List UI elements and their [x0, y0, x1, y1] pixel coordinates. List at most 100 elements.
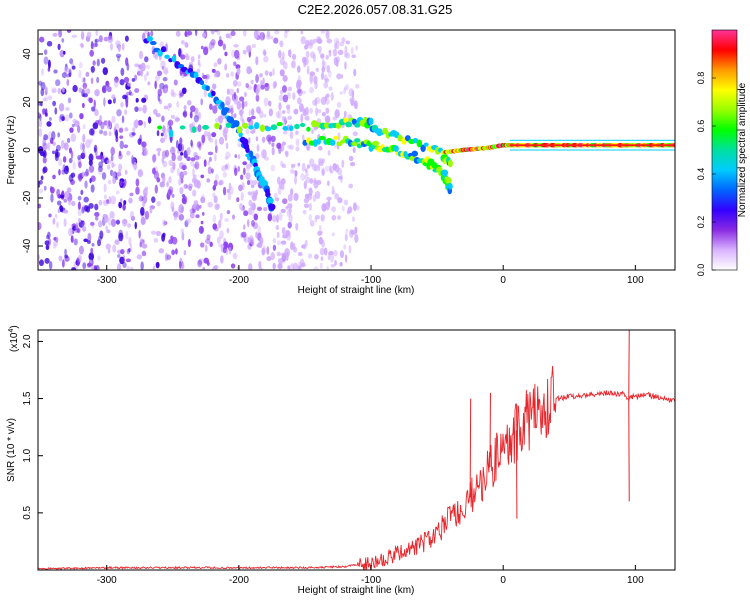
- spectrogram-x-ticks: -300 -200 -100 0 100: [97, 265, 644, 286]
- noise-mark: [107, 248, 111, 254]
- noise-mark: [43, 56, 49, 65]
- noise-mark: [151, 196, 156, 203]
- noise-mark: [68, 157, 73, 164]
- noise-mark: [324, 78, 330, 83]
- noise-mark: [276, 214, 279, 223]
- noise-mark: [264, 82, 270, 92]
- snr-y-label: SNR (10 * v/v): [6, 418, 17, 482]
- track-mark: [199, 80, 205, 86]
- noise-mark: [63, 66, 68, 75]
- noise-mark: [115, 219, 121, 225]
- noise-mark: [144, 30, 149, 35]
- noise-mark: [137, 138, 142, 146]
- noise-mark: [120, 67, 125, 77]
- noise-mark: [125, 91, 131, 96]
- noise-mark: [348, 183, 354, 189]
- noise-mark: [107, 179, 112, 185]
- noise-mark: [282, 130, 288, 135]
- snr-x-tick-label: 100: [627, 575, 644, 586]
- noise-mark: [103, 36, 109, 42]
- noise-mark: [180, 40, 185, 45]
- noise-mark: [80, 31, 85, 40]
- spectrogram-x-tick-label: 100: [627, 275, 644, 286]
- noise-mark: [96, 76, 100, 84]
- noise-mark: [197, 259, 203, 268]
- noise-mark: [210, 30, 215, 35]
- noise-mark: [250, 115, 256, 120]
- snr-marks: [38, 330, 675, 570]
- noise-mark: [76, 258, 80, 267]
- noise-mark: [167, 187, 174, 197]
- noise-mark: [236, 88, 240, 94]
- noise-mark: [48, 261, 53, 270]
- noise-mark: [111, 115, 116, 124]
- snr-multiplier-base: (x10: [9, 332, 20, 352]
- noise-mark: [305, 143, 311, 151]
- noise-mark: [302, 209, 307, 215]
- noise-mark: [220, 255, 224, 264]
- noise-mark: [197, 59, 201, 66]
- noise-mark: [217, 39, 224, 47]
- spectrogram-y-tick-label: -20: [22, 190, 33, 205]
- noise-mark: [259, 73, 263, 78]
- noise-mark: [189, 208, 195, 214]
- noise-mark: [266, 246, 270, 255]
- noise-mark: [331, 215, 337, 221]
- noise-mark: [99, 129, 104, 135]
- noise-mark: [272, 262, 276, 270]
- snr-x-tick-label: -300: [97, 575, 117, 586]
- noise-mark: [178, 206, 183, 215]
- noise-mark: [337, 175, 343, 180]
- noise-mark: [57, 132, 61, 138]
- noise-mark: [90, 40, 94, 50]
- noise-mark: [135, 98, 139, 103]
- noise-mark: [146, 71, 149, 77]
- track-mark: [266, 197, 274, 204]
- noise-mark: [289, 169, 296, 174]
- noise-mark: [46, 142, 51, 151]
- track-mark: [157, 49, 163, 57]
- noise-mark: [116, 55, 121, 62]
- track-mark: [288, 125, 294, 132]
- noise-mark: [325, 107, 330, 114]
- noise-mark: [140, 261, 144, 270]
- noise-mark: [292, 92, 296, 101]
- noise-mark: [58, 158, 63, 167]
- noise-mark: [243, 30, 247, 37]
- noise-mark: [107, 120, 111, 127]
- noise-mark: [61, 38, 65, 43]
- noise-mark: [321, 168, 325, 176]
- noise-mark: [212, 184, 216, 191]
- noise-mark: [121, 115, 125, 124]
- noise-mark: [291, 60, 296, 69]
- noise-mark: [175, 30, 181, 37]
- noise-mark: [195, 214, 200, 219]
- track-mark: [333, 135, 339, 140]
- noise-mark: [164, 149, 170, 158]
- noise-mark: [90, 184, 95, 193]
- noise-mark: [39, 114, 42, 122]
- noise-mark: [345, 40, 350, 45]
- track-mark: [351, 118, 357, 125]
- noise-mark: [171, 206, 175, 212]
- noise-mark: [230, 104, 234, 112]
- noise-mark: [241, 231, 247, 238]
- track-mark: [268, 203, 276, 211]
- track-mark: [146, 35, 154, 42]
- noise-mark: [197, 124, 202, 133]
- noise-mark: [350, 99, 355, 107]
- noise-mark: [285, 229, 291, 237]
- noise-mark: [141, 141, 147, 148]
- track-mark: [316, 138, 321, 145]
- noise-mark: [237, 142, 242, 148]
- noise-mark: [159, 181, 165, 188]
- noise-mark: [66, 67, 72, 74]
- track-mark: [372, 140, 380, 146]
- noise-mark: [351, 54, 357, 59]
- track-mark: [343, 117, 349, 124]
- noise-mark: [295, 138, 300, 147]
- noise-mark: [91, 242, 95, 247]
- track-mark: [393, 145, 399, 153]
- noise-mark: [321, 66, 326, 73]
- noise-mark: [55, 79, 61, 87]
